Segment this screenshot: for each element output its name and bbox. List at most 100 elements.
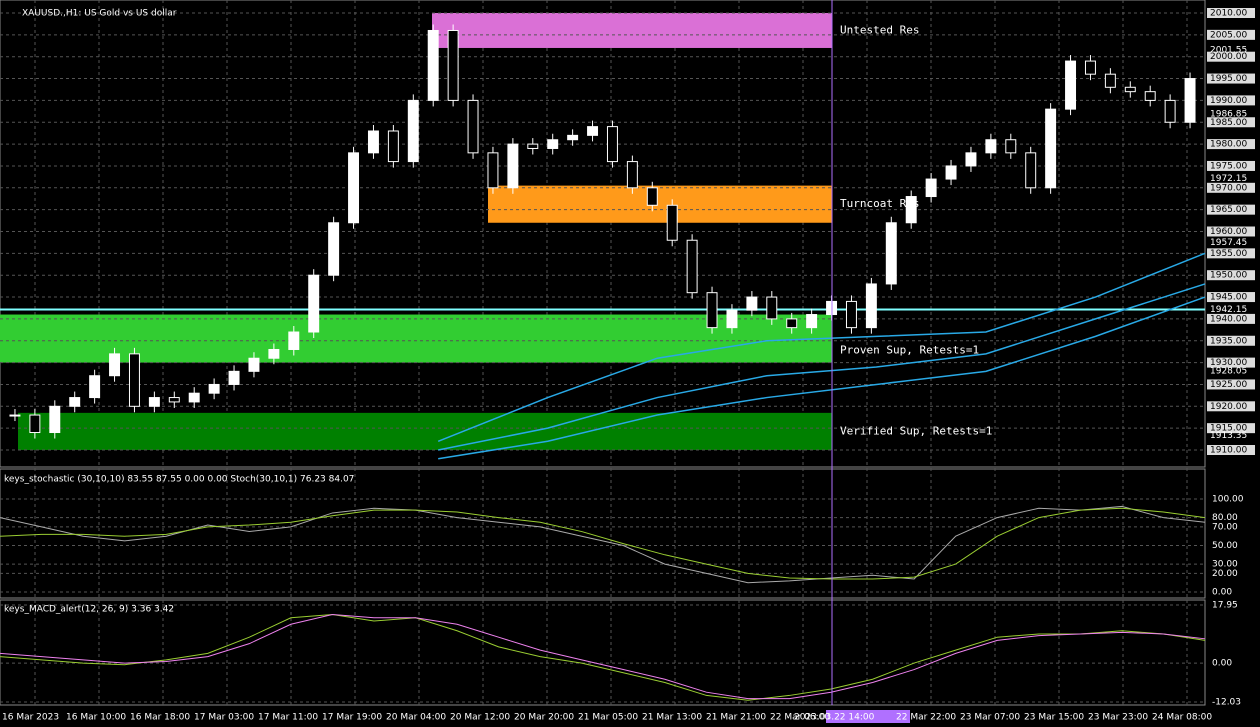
candle	[626, 161, 638, 189]
stoch-tick: 50.00	[1212, 541, 1238, 551]
zone	[488, 185, 832, 223]
candle	[89, 375, 101, 399]
price-label-bg	[1207, 270, 1255, 281]
candle	[487, 152, 499, 189]
moving-average	[437, 252, 1206, 442]
price-label: 1935.00	[1210, 336, 1247, 346]
price-label-bg	[1207, 292, 1255, 303]
candle	[188, 392, 200, 403]
candle	[766, 296, 778, 320]
candle	[69, 397, 81, 407]
candle	[268, 348, 280, 359]
candle	[447, 29, 459, 101]
price-level: 1913.35	[1210, 431, 1247, 441]
candle	[148, 397, 160, 407]
price-label-bg	[1207, 335, 1255, 346]
candle	[427, 29, 439, 101]
stoch-tick: 80.00	[1212, 513, 1238, 523]
time-label: 20 Mar 20:00	[514, 713, 574, 723]
candle	[806, 314, 818, 329]
price-label: 1930.00	[1210, 358, 1247, 368]
time-label: 16 Mar 2023	[2, 713, 59, 723]
zone	[432, 13, 832, 48]
candle	[1164, 99, 1176, 123]
time-label: 16 Mar 18:00	[130, 713, 190, 723]
price-label-bg	[1207, 160, 1255, 171]
price-label-bg	[1207, 226, 1255, 237]
macd-tick: 17.95	[1212, 601, 1238, 611]
candle	[706, 292, 718, 329]
candle	[1144, 91, 1156, 101]
price-level: 2001.55	[1210, 45, 1247, 55]
time-label: 16 Mar 10:00	[66, 713, 126, 723]
stoch-d	[0, 507, 1206, 580]
main-pane	[0, 0, 1206, 468]
price-label-bg	[1207, 117, 1255, 128]
price-label: 1960.00	[1210, 227, 1247, 237]
candle	[1045, 108, 1057, 189]
price-label-bg	[1207, 73, 1255, 84]
stoch-tick: 70.00	[1212, 522, 1238, 532]
candle	[865, 283, 877, 329]
time-highlight	[826, 710, 910, 723]
candle	[9, 414, 21, 417]
time-label: 23 Mar 23:00	[1088, 713, 1148, 723]
candle	[606, 126, 618, 163]
candle	[905, 196, 917, 224]
price-level: 1928.05	[1210, 367, 1247, 377]
candle	[786, 318, 798, 329]
price-label: 1920.00	[1210, 402, 1247, 412]
current-price: 1942.15	[1210, 305, 1247, 315]
price-label: 1925.00	[1210, 380, 1247, 390]
macd-signal	[0, 614, 1206, 700]
candle	[945, 165, 957, 180]
time-label: 22 Mar 06:00	[770, 713, 830, 723]
candle	[1184, 78, 1196, 123]
price-label-bg	[1207, 423, 1255, 434]
candle	[407, 99, 419, 163]
candle	[527, 143, 539, 149]
time-label: 20 Mar 04:00	[386, 713, 446, 723]
price-level: 1957.45	[1210, 238, 1247, 248]
candle	[288, 331, 300, 350]
candle	[547, 139, 559, 149]
stoch-tick: 30.00	[1212, 560, 1238, 570]
candle	[985, 139, 997, 154]
candle	[646, 187, 658, 206]
candle	[109, 353, 121, 377]
candle	[1124, 86, 1136, 93]
candle	[228, 370, 240, 385]
price-label: 2000.00	[1210, 52, 1247, 62]
zone-label: Verified Sup, Retests=1	[840, 424, 992, 437]
candle	[248, 357, 260, 372]
price-label-bg	[1207, 445, 1255, 455]
time-label: 21 Mar 13:00	[642, 713, 702, 723]
price-label-bg	[1207, 8, 1255, 18]
candle	[29, 414, 41, 434]
price-label-bg	[1207, 313, 1255, 324]
candle	[746, 296, 758, 311]
candle	[1005, 139, 1017, 154]
candle	[387, 130, 399, 163]
zone-label: Untested Res	[840, 23, 919, 36]
candle	[507, 143, 519, 189]
candle	[467, 99, 479, 154]
macd-tick: -12.03	[1212, 698, 1241, 708]
candle	[208, 383, 220, 394]
candle	[587, 126, 599, 136]
price-label: 1975.00	[1210, 161, 1247, 171]
price-label: 1945.00	[1210, 293, 1247, 303]
candle	[1084, 60, 1096, 75]
moving-average	[438, 283, 1206, 451]
price-label-bg	[1207, 357, 1255, 368]
price-label: 1965.00	[1210, 205, 1247, 215]
macd-pane	[0, 599, 1206, 706]
zone-label: Turncoat Res	[840, 197, 919, 210]
stoch-tick: 0.00	[1212, 588, 1232, 598]
candle	[965, 152, 977, 167]
price-label: 1950.00	[1210, 271, 1247, 281]
price-label: 1990.00	[1210, 96, 1247, 106]
time-label: 21 Mar 21:00	[706, 713, 766, 723]
